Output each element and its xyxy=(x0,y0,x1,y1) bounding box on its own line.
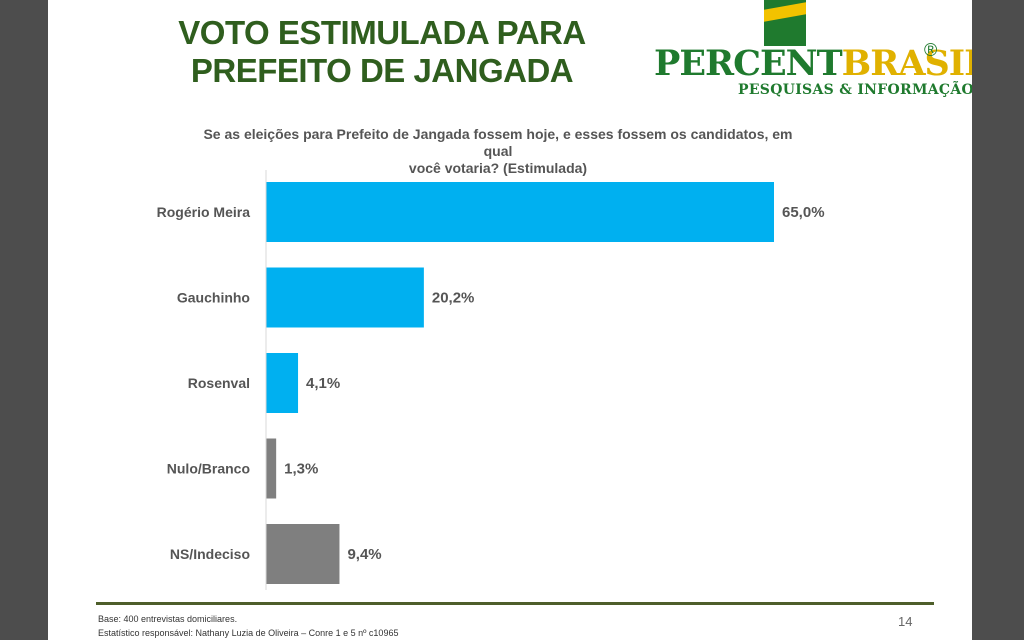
footer-base-note: Base: 400 entrevistas domiciliares. xyxy=(98,614,238,624)
left-dark-margin xyxy=(0,0,48,640)
value-label: 1,3% xyxy=(284,461,318,478)
bar xyxy=(266,182,774,242)
category-label: Rogério Meira xyxy=(157,204,251,220)
footer-divider xyxy=(96,602,934,605)
logo-tagline: PESQUISAS & INFORMAÇÃO xyxy=(738,82,972,98)
bar xyxy=(266,267,424,328)
value-label: 20,2% xyxy=(432,290,475,307)
survey-question: Se as eleições para Prefeito de Jangada … xyxy=(188,126,808,177)
title-line-1: VOTO ESTIMULADA PARA xyxy=(178,14,586,51)
bar xyxy=(266,524,340,584)
page-number: 14 xyxy=(898,614,913,629)
slide-title: VOTO ESTIMULADA PARA PREFEITO DE JANGADA xyxy=(172,14,592,90)
value-label: 65,0% xyxy=(782,204,825,221)
question-line-1: Se as eleições para Prefeito de Jangada … xyxy=(203,126,793,159)
category-label: NS/Indeciso xyxy=(170,546,250,562)
footer-statistician-note: Estatístico responsável: Nathany Luzia d… xyxy=(98,628,399,638)
logo-word-brasil: BRASIL xyxy=(841,43,972,84)
question-line-2: você votaria? (Estimulada) xyxy=(408,160,588,176)
category-label: Rosenval xyxy=(188,375,250,391)
category-label: Nulo/Branco xyxy=(167,461,250,477)
percentbrasil-logo: PERCENTBRASIL ® PESQUISAS & INFORMAÇÃO xyxy=(652,0,972,104)
logo-registered-mark: ® xyxy=(924,40,938,60)
right-dark-margin xyxy=(972,0,1024,640)
value-label: 9,4% xyxy=(347,546,381,563)
value-label: 4,1% xyxy=(306,375,340,392)
bar xyxy=(266,353,299,413)
title-line-2: PREFEITO DE JANGADA xyxy=(190,52,574,89)
slide: VOTO ESTIMULADA PARA PREFEITO DE JANGADA… xyxy=(48,0,972,640)
logo-word-percent: PERCENT xyxy=(654,43,843,84)
logo-wordmark: PERCENTBRASIL xyxy=(654,44,972,84)
bar-chart: Rogério Meira 65,0% Gauchinho 20,2% Rosenval… xyxy=(157,170,825,590)
bar xyxy=(266,438,277,499)
category-label: Gauchinho xyxy=(177,290,250,306)
